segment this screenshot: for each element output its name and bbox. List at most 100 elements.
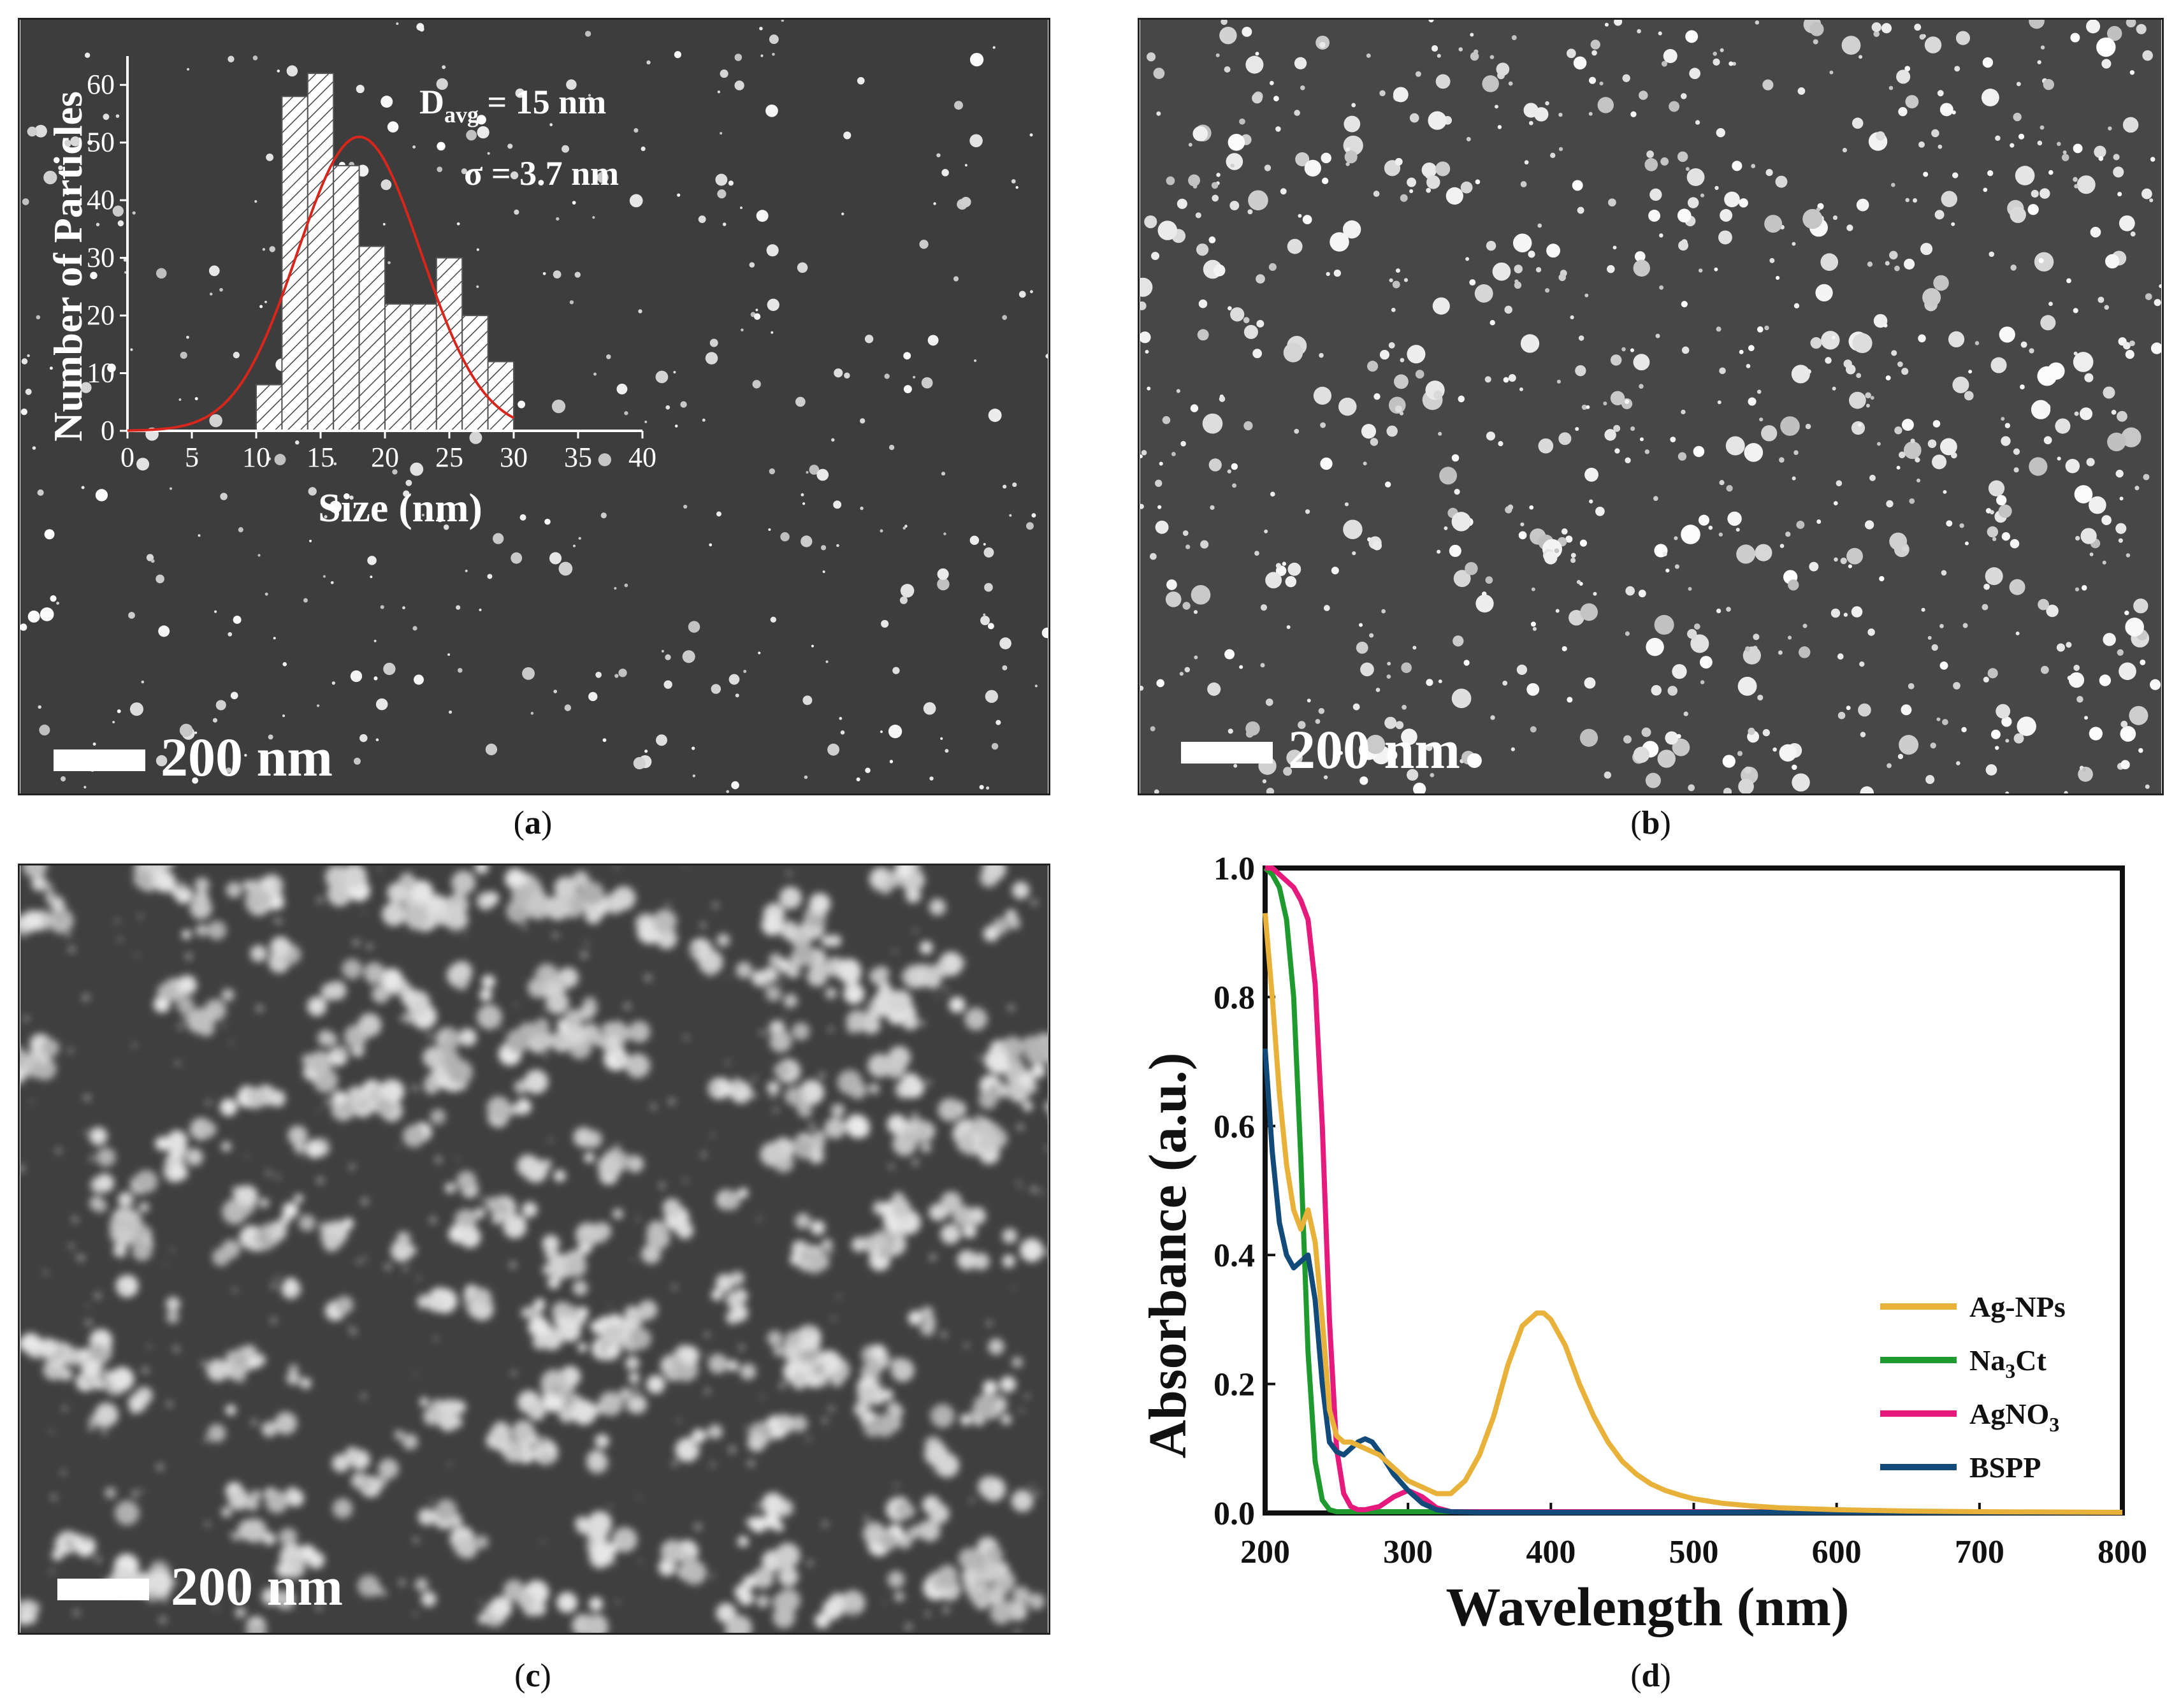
particle [1159, 461, 1163, 466]
particle [1646, 637, 1664, 656]
particle [2125, 618, 2144, 637]
particle-cluster [938, 1097, 962, 1122]
particle [1415, 71, 1421, 77]
particle [410, 462, 424, 476]
particle-cluster [798, 1258, 811, 1271]
particle-cluster [777, 1414, 794, 1431]
particle [781, 972, 785, 976]
particle [1392, 280, 1400, 289]
particle [481, 1197, 486, 1202]
particle-cluster [265, 1490, 289, 1514]
particle [834, 368, 843, 378]
particle [1528, 120, 1533, 126]
particle [1787, 635, 1792, 640]
particle-cluster [182, 930, 191, 939]
particle [801, 493, 804, 496]
particle [412, 145, 416, 149]
particle [1211, 182, 1219, 189]
particle-cluster [222, 1199, 248, 1225]
particle [511, 552, 523, 564]
particle-cluster [335, 1296, 354, 1314]
particle-cluster [170, 1164, 185, 1180]
particle-cluster [115, 1227, 134, 1247]
particle [1775, 175, 1788, 188]
particle [380, 1477, 386, 1482]
particle [979, 1579, 986, 1586]
particle [256, 1004, 264, 1013]
particle [1153, 68, 1165, 79]
particle [2040, 665, 2049, 674]
particle-cluster [52, 1549, 64, 1561]
particle [1570, 315, 1574, 319]
particle [1528, 250, 1535, 258]
particle [2009, 579, 2025, 595]
particle [463, 1301, 471, 1310]
particle [209, 293, 213, 296]
particle [1294, 428, 1300, 434]
particle-cluster [869, 1249, 891, 1271]
particle [56, 602, 59, 605]
particle [1588, 112, 1593, 116]
particle [2001, 417, 2005, 421]
particle [1919, 34, 1925, 40]
particle-cluster [195, 924, 208, 937]
particle [452, 1523, 458, 1528]
particle [2075, 535, 2080, 541]
particle [2038, 257, 2044, 264]
particle [1202, 413, 1223, 434]
particle [438, 1116, 444, 1122]
particle-cluster [512, 1420, 535, 1442]
particle [262, 248, 266, 251]
particle [1599, 81, 1604, 86]
particle [1546, 243, 1561, 258]
particle-cluster [804, 955, 815, 967]
particle [1577, 206, 1584, 214]
particle [1286, 625, 1291, 629]
particle [382, 222, 386, 226]
particle [1413, 782, 1426, 793]
particle [1857, 423, 1862, 427]
particle-cluster [423, 1407, 441, 1426]
particle [1232, 483, 1237, 488]
particle [1219, 396, 1226, 402]
particle-cluster [449, 910, 468, 930]
particle [709, 543, 713, 547]
particle-cluster [857, 1386, 876, 1405]
particle [1593, 591, 1597, 596]
particle [1437, 54, 1441, 58]
particle [463, 931, 467, 935]
particle [266, 897, 271, 902]
particle [2057, 456, 2061, 461]
particle [1029, 1484, 1034, 1488]
particle [940, 737, 943, 740]
particle [85, 1319, 92, 1326]
particle [122, 1273, 128, 1279]
particle [1369, 633, 1374, 638]
particle [1011, 1593, 1015, 1597]
particle [1386, 749, 1398, 761]
particle [1623, 735, 1632, 744]
particle [90, 271, 98, 280]
particle-cluster [783, 925, 798, 941]
particle [1511, 747, 1515, 751]
particle [2142, 50, 2153, 61]
particle-cluster [958, 1547, 981, 1570]
particle [1012, 482, 1017, 488]
particle-cluster [590, 1321, 602, 1332]
particle [1897, 361, 1903, 367]
particle [205, 1100, 212, 1106]
particle-cluster [743, 1575, 757, 1589]
inset-xtick-label: 40 [628, 442, 656, 473]
particle-cluster [590, 1542, 615, 1566]
particle [510, 171, 519, 180]
particle [1909, 498, 1915, 504]
chart-d-ylabel: Absorbance (a.u.) [1138, 1052, 1198, 1458]
particle [1753, 633, 1760, 640]
particle-cluster [48, 908, 74, 934]
particle-cluster [378, 1458, 399, 1479]
particle [303, 598, 308, 603]
particle [437, 516, 444, 523]
particle [1898, 451, 1906, 459]
particle [363, 1256, 368, 1261]
particle [1154, 789, 1159, 793]
